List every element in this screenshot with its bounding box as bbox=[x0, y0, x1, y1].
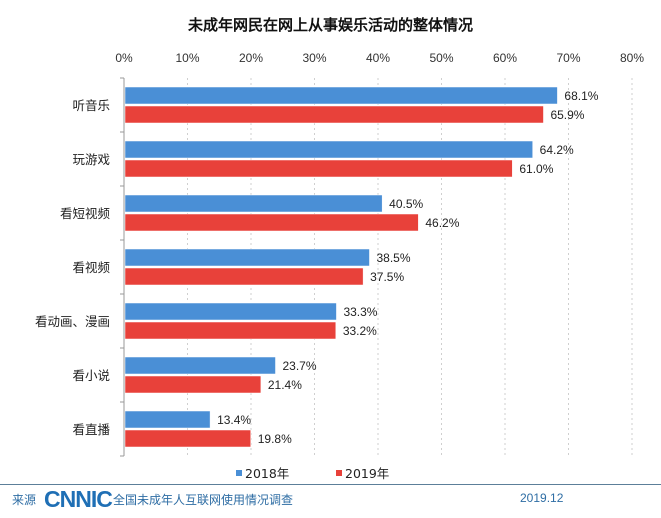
category-label: 听音乐 bbox=[72, 98, 110, 113]
category-label: 看直播 bbox=[72, 422, 110, 437]
bar-2019 bbox=[124, 159, 513, 178]
data-label: 64.2% bbox=[540, 143, 574, 157]
data-label: 37.5% bbox=[370, 270, 404, 284]
bars bbox=[124, 86, 558, 448]
bar-chart: 0% 10% 20% 30% 40% 50% 60% 70% 80% 听音乐 68.1% 65.9%… bbox=[35, 51, 644, 457]
data-label: 13.4% bbox=[217, 413, 251, 427]
data-label: 61.0% bbox=[519, 162, 553, 176]
data-label: 40.5% bbox=[389, 197, 423, 211]
data-label: 33.3% bbox=[343, 305, 377, 319]
cnnic-logo: CNNIC bbox=[44, 486, 113, 512]
data-label: 68.1% bbox=[564, 89, 598, 103]
legend-swatch-2019 bbox=[336, 469, 342, 476]
footer: 来源 CNNIC 全国未成年人互联网使用情况调查 2019.12 bbox=[0, 486, 661, 512]
data-label: 33.2% bbox=[343, 324, 377, 338]
bar-2018 bbox=[124, 194, 383, 213]
legend-swatch-2018 bbox=[236, 469, 242, 476]
data-label: 23.7% bbox=[282, 359, 316, 373]
bar-2019 bbox=[124, 375, 262, 394]
gridlines bbox=[187, 78, 633, 456]
survey-name: 全国未成年人互联网使用情况调查 bbox=[113, 493, 294, 507]
legend-item-2018: 2018年 bbox=[236, 463, 289, 482]
bar-2018 bbox=[124, 410, 211, 429]
data-label: 38.5% bbox=[376, 251, 410, 265]
bar-2019 bbox=[124, 267, 364, 286]
x-tick-label: 10% bbox=[175, 51, 199, 65]
category-label: 玩游戏 bbox=[72, 152, 110, 167]
x-tick-label: 30% bbox=[302, 51, 326, 65]
bar-2018 bbox=[124, 86, 558, 105]
category-label: 看小说 bbox=[72, 368, 110, 383]
data-label: 46.2% bbox=[425, 216, 459, 230]
data-label: 19.8% bbox=[258, 432, 292, 446]
legend-item-2019: 2019年 bbox=[336, 463, 389, 482]
x-tick-label: 40% bbox=[366, 51, 390, 65]
labels: 听音乐 68.1% 65.9% 玩游戏 64.2% 61.0% 看短视频 40.5%46.2%… bbox=[35, 89, 599, 446]
bar-2018 bbox=[124, 248, 370, 267]
footer-divider bbox=[0, 484, 661, 485]
category-label: 看动画、漫画 bbox=[35, 314, 110, 329]
bar-2019 bbox=[124, 429, 251, 448]
source-label: 来源 bbox=[12, 493, 37, 507]
bar-2019 bbox=[124, 105, 544, 124]
bar-2019 bbox=[124, 321, 337, 340]
x-tick-label: 20% bbox=[239, 51, 263, 65]
bar-2018 bbox=[124, 302, 337, 321]
x-tick-label: 50% bbox=[429, 51, 453, 65]
bar-2018 bbox=[124, 356, 276, 375]
x-tick-label: 80% bbox=[620, 51, 644, 65]
category-label: 看短视频 bbox=[60, 206, 111, 221]
x-tick-label: 0% bbox=[115, 51, 133, 65]
legend-label-2019: 2019年 bbox=[345, 466, 390, 481]
bar-2019 bbox=[124, 213, 419, 232]
x-tick-label: 70% bbox=[556, 51, 580, 65]
data-label: 65.9% bbox=[550, 108, 584, 122]
axis: 0% 10% 20% 30% 40% 50% 60% 70% 80% bbox=[115, 51, 644, 457]
data-label: 21.4% bbox=[268, 378, 302, 392]
category-label: 看视频 bbox=[72, 260, 110, 275]
bar-2018 bbox=[124, 140, 533, 159]
report-date: 2019.12 bbox=[520, 491, 564, 505]
chart-title: 未成年网民在网上从事娱乐活动的整体情况 bbox=[187, 16, 473, 34]
x-tick-label: 60% bbox=[493, 51, 517, 65]
legend-label-2018: 2018年 bbox=[245, 466, 290, 481]
